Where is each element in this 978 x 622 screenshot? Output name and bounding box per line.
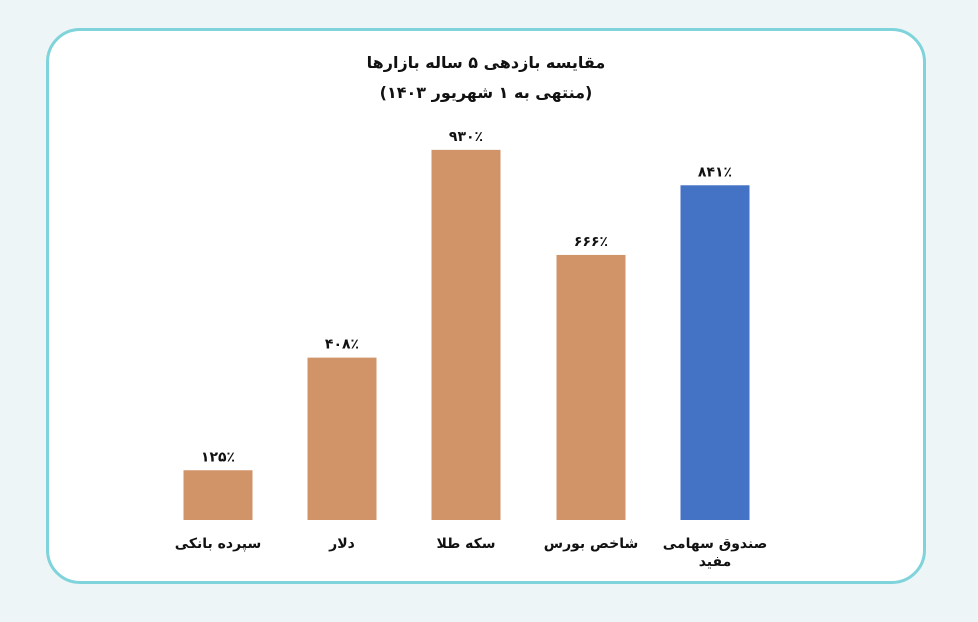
category-label-1: سپرده بانکی: [175, 536, 262, 552]
bar-4: [556, 254, 626, 520]
category-label-3: سکه طلا: [436, 536, 495, 552]
chart-subtitle: (منتهی به ۱ شهریور ۱۴۰۳): [379, 83, 593, 102]
category-label-5-line-2: مفید: [699, 554, 732, 570]
bar-3: [431, 149, 501, 521]
bar-5: [680, 185, 750, 521]
data-label-5: ۸۴۱٪: [698, 164, 732, 180]
bar-1: [183, 470, 253, 520]
chart-title: مقایسه بازدهی ۵ ساله بازارها: [366, 53, 606, 72]
data-label-3: ۹۳۰٪: [449, 129, 483, 145]
category-label-5-line-1: صندوق سهامی: [663, 536, 768, 552]
bar-2: [307, 357, 377, 520]
data-label-2: ۴۰۸٪: [325, 337, 359, 353]
category-label-2: دلار: [328, 536, 355, 552]
data-label-1: ۱۲۵٪: [201, 449, 235, 465]
category-label-4: شاخص بورس: [544, 536, 639, 552]
data-label-4: ۶۶۶٪: [574, 234, 608, 250]
